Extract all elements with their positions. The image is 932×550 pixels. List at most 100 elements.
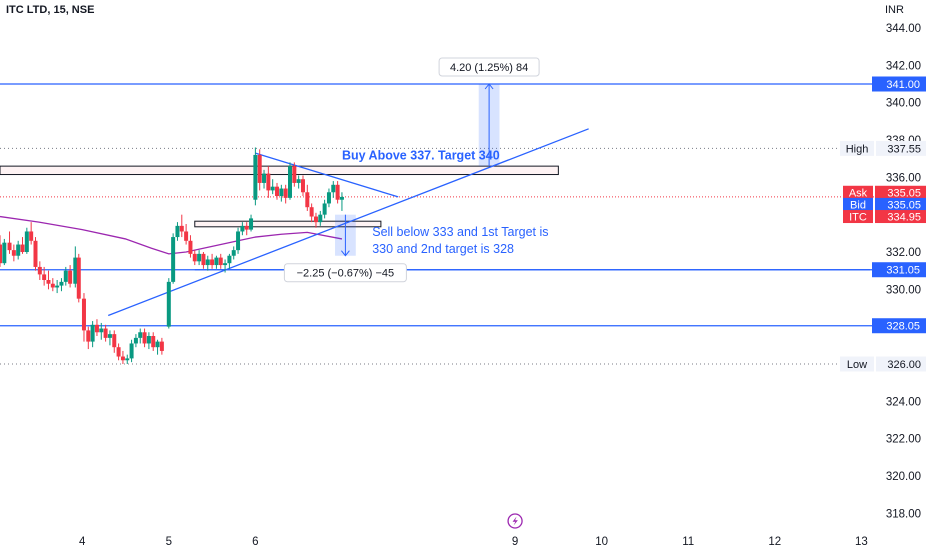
dotted-name-tag bbox=[840, 140, 874, 156]
candle-body bbox=[159, 341, 164, 351]
dotted-name-label: Low bbox=[847, 359, 867, 371]
measure-label: 4.20 (1.25%) 84 bbox=[450, 62, 528, 74]
candle-body bbox=[305, 192, 310, 208]
candle-body bbox=[55, 285, 60, 288]
level-price-tag bbox=[872, 76, 926, 92]
candle-body bbox=[2, 242, 7, 264]
candle-body bbox=[73, 257, 78, 284]
y-tick-label: 336.00 bbox=[886, 172, 921, 184]
measure-label-box bbox=[438, 57, 540, 77]
candle-body bbox=[231, 250, 236, 256]
candle-body bbox=[142, 332, 147, 344]
candle-body bbox=[76, 257, 81, 299]
candle-body bbox=[7, 242, 12, 251]
y-tick-label: 344.00 bbox=[886, 23, 921, 35]
candle-body bbox=[253, 154, 258, 200]
y-tick-label: 322.00 bbox=[886, 434, 921, 446]
measure-label-box bbox=[283, 263, 407, 283]
candle-body bbox=[94, 324, 99, 333]
level-price-label: 328.05 bbox=[886, 321, 920, 333]
candle-body bbox=[99, 328, 104, 333]
price-tag-value: 334.95 bbox=[887, 212, 921, 224]
candle-body bbox=[309, 207, 314, 217]
candle-body bbox=[37, 266, 42, 275]
candle-body bbox=[107, 334, 112, 338]
candle-body bbox=[244, 225, 249, 230]
buy-annotation: Buy Above 337. Target 340 bbox=[342, 149, 500, 163]
sell-annotation-line1: Sell below 333 and 1st Target is bbox=[372, 225, 548, 239]
candle-body bbox=[313, 216, 318, 223]
price-tag-value: 335.05 bbox=[887, 199, 921, 211]
y-tick-label: 320.00 bbox=[886, 471, 921, 483]
candle-body bbox=[46, 280, 51, 284]
x-tick-label: 5 bbox=[166, 536, 172, 548]
x-tick-label: 11 bbox=[682, 536, 694, 548]
candle-body bbox=[103, 328, 108, 338]
price-tag-value-box bbox=[875, 197, 926, 211]
candle-body bbox=[201, 253, 206, 266]
candle-body bbox=[296, 179, 301, 183]
x-tick-label: 13 bbox=[855, 536, 868, 548]
candle-body bbox=[138, 332, 143, 338]
candle-body bbox=[218, 257, 223, 266]
sell-annotation-line2: 330 and 2nd target is 328 bbox=[372, 242, 514, 256]
candle-body bbox=[175, 225, 180, 238]
candle-body bbox=[155, 341, 160, 348]
candle-body bbox=[42, 274, 47, 280]
candle-body bbox=[120, 356, 125, 361]
candle-body bbox=[205, 259, 210, 266]
symbol-title: ITC LTD, 15, NSE bbox=[6, 4, 95, 16]
measure-arrowhead bbox=[484, 83, 494, 90]
candle-body bbox=[20, 244, 25, 252]
candle-body bbox=[318, 214, 323, 223]
level-price-label: 331.05 bbox=[886, 265, 920, 277]
candle-body bbox=[16, 244, 21, 256]
measure-arrowhead bbox=[341, 250, 350, 257]
candle-body bbox=[179, 225, 184, 232]
candle-body bbox=[279, 188, 284, 196]
price-tag-value: 335.05 bbox=[887, 187, 921, 199]
candle-body bbox=[249, 218, 254, 230]
price-tag-name-box bbox=[843, 197, 873, 211]
dotted-price-label: 337.55 bbox=[887, 143, 921, 155]
candle-body bbox=[257, 154, 262, 183]
candle-body bbox=[188, 240, 193, 254]
level-price-label: 341.00 bbox=[886, 79, 920, 91]
candle-body bbox=[116, 347, 121, 357]
dotted-price-tag bbox=[876, 140, 926, 156]
candle-body bbox=[292, 166, 297, 183]
candle-body bbox=[166, 281, 171, 327]
candle-body bbox=[223, 263, 228, 266]
candle-body bbox=[59, 281, 64, 286]
zone-rectangle bbox=[0, 165, 559, 176]
candle-body bbox=[133, 337, 138, 344]
candle-body bbox=[146, 336, 151, 344]
candle-body bbox=[236, 231, 241, 251]
candle-body bbox=[192, 253, 197, 262]
candle-body bbox=[197, 253, 202, 262]
y-tick-label: 332.00 bbox=[886, 247, 921, 259]
level-price-tag bbox=[872, 318, 926, 334]
x-tick-label: 10 bbox=[595, 536, 608, 548]
candle-body bbox=[275, 186, 280, 196]
price-tag-name: Bid bbox=[850, 199, 866, 211]
y-tick-label: 324.00 bbox=[886, 396, 921, 408]
candle-body bbox=[270, 186, 275, 191]
candle-body bbox=[24, 231, 29, 252]
dotted-name-label: High bbox=[846, 143, 869, 155]
candle-body bbox=[326, 192, 331, 204]
candle-body bbox=[283, 188, 288, 198]
candle-body bbox=[210, 259, 215, 266]
candle-body bbox=[331, 184, 336, 193]
y-tick-label: 318.00 bbox=[886, 508, 921, 520]
candle-body bbox=[86, 330, 91, 342]
candle-body bbox=[0, 244, 2, 264]
trendline bbox=[255, 152, 399, 198]
candle-body bbox=[63, 270, 68, 282]
candle-body bbox=[68, 270, 73, 284]
candle-body bbox=[266, 173, 271, 191]
measure-label: −2.25 (−0.67%) −45 bbox=[297, 268, 395, 280]
candle-body bbox=[90, 324, 95, 342]
candle-body bbox=[112, 334, 117, 348]
